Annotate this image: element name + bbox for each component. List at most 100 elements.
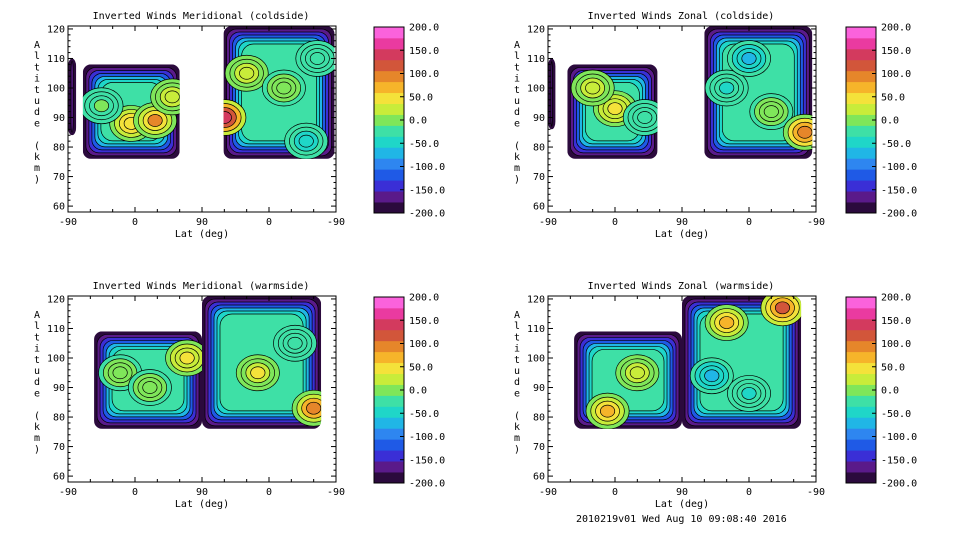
colorbar-swatch	[846, 384, 876, 396]
colorbar: 200.0 150.0 100.0 50.0 0.0 -50.0 -100.0 -150.0 -…	[845, 293, 917, 490]
colorbar-swatch	[374, 202, 404, 214]
colorbar-tick-label: -50.0	[409, 409, 439, 420]
data-region	[704, 26, 813, 159]
colorbar-tick-label: 100.0	[409, 69, 439, 80]
colorbar-swatch	[374, 191, 404, 203]
colorbar-tick-label: -100.0	[881, 162, 917, 173]
contour-ring	[70, 61, 74, 133]
colorbar-swatch	[846, 362, 876, 374]
colorbar-swatch	[374, 70, 404, 83]
colorbar-swatch	[846, 59, 876, 72]
colorbar-swatch	[846, 136, 876, 148]
y-tick-label: 80	[533, 143, 545, 154]
colorbar-tick-label: 50.0	[409, 362, 433, 373]
x-axis-label: Lat (deg)	[655, 499, 709, 510]
data-region	[68, 58, 77, 136]
data-region	[548, 58, 556, 130]
y-tick-label: 100	[527, 354, 545, 365]
colorbar-tick-label: 0.0	[881, 386, 899, 397]
colorbar-swatch	[374, 136, 404, 148]
colorbar-swatch	[846, 297, 876, 309]
data-region	[82, 64, 180, 159]
colorbar-tick-label: -100.0	[409, 162, 445, 173]
y-tick-label: 70	[533, 442, 545, 453]
colorbar-swatch	[846, 461, 876, 473]
chart-title: Inverted Winds Zonal (coldside)	[588, 11, 775, 22]
colorbar-swatch	[846, 406, 876, 418]
contour-feature	[179, 351, 195, 365]
x-tick-label: 0	[746, 217, 752, 228]
contour-feature	[93, 99, 110, 113]
x-axis-label: Lat (deg)	[175, 499, 229, 510]
contour-feature	[276, 81, 292, 95]
colorbar-swatch	[846, 125, 876, 137]
contour-feature	[112, 366, 128, 380]
y-tick-label: 120	[47, 294, 65, 305]
x-tick-label: -90	[539, 487, 557, 498]
y-tick-label: 90	[53, 383, 65, 394]
colorbar-swatch	[846, 351, 876, 364]
contour-feature	[629, 366, 645, 380]
contour-feature	[147, 114, 163, 127]
colorbar-swatch	[846, 158, 876, 170]
y-tick-label: 60	[53, 472, 65, 483]
colorbar-tick-label: 100.0	[881, 339, 911, 350]
contour-feature	[797, 125, 813, 139]
contour-feature	[142, 381, 158, 394]
colorbar-swatch	[846, 92, 876, 104]
y-tick-label: 110	[527, 324, 545, 335]
colorbar: 200.0 150.0 100.0 50.0 0.0 -50.0 -100.0 -150.0 -…	[373, 293, 445, 490]
colorbar-swatch	[374, 450, 404, 462]
colorbar-swatch	[846, 37, 876, 50]
colorbar-swatch	[846, 373, 876, 385]
colorbar-swatch	[846, 180, 876, 192]
colorbar-swatch	[846, 307, 876, 320]
colorbar-tick-label: 150.0	[881, 46, 911, 57]
colorbar-swatch	[374, 406, 404, 418]
contour-feature	[719, 316, 735, 329]
colorbar-swatch	[846, 329, 876, 342]
colorbar-swatch	[374, 428, 404, 440]
y-tick-label: 90	[533, 383, 545, 394]
x-tick-label: 0	[746, 487, 752, 498]
colorbar-swatch	[374, 180, 404, 192]
plot-area	[548, 26, 813, 159]
y-tick-label: 120	[527, 24, 545, 35]
colorbar-swatch	[846, 70, 876, 83]
colorbar-swatch	[374, 329, 404, 342]
plot-area	[574, 296, 802, 429]
colorbar: 200.0 150.0 100.0 50.0 0.0 -50.0 -100.0 -150.0 -…	[373, 23, 445, 220]
colorbar-swatch	[374, 384, 404, 396]
y-tick-label: 80	[53, 413, 65, 424]
colorbar-swatch	[374, 461, 404, 473]
chart-panel-2: -90 0 90 0 -90 60 70 80 90 100 110 120 Inverted Wind…	[514, 11, 917, 240]
x-axis-label: Lat (deg)	[655, 229, 709, 240]
data-region	[574, 331, 682, 429]
contour-feature	[637, 111, 653, 124]
colorbar-tick-label: -50.0	[881, 409, 911, 420]
chart-panel-4: -90 0 90 0 -90 60 70 80 90 100 110 120 Inverted Wind…	[514, 281, 917, 510]
colorbar-swatch	[846, 202, 876, 214]
colorbar-swatch	[374, 472, 404, 484]
colorbar-swatch	[374, 169, 404, 181]
plot-area	[68, 26, 335, 159]
x-tick-label: 0	[612, 217, 618, 228]
colorbar-swatch	[374, 340, 404, 353]
colorbar-tick-label: -100.0	[881, 432, 917, 443]
x-tick-label: 0	[266, 487, 272, 498]
y-tick-label: 70	[533, 172, 545, 183]
colorbar-swatch	[846, 191, 876, 203]
colorbar-tick-label: 200.0	[881, 293, 911, 304]
x-tick-label: -90	[327, 217, 345, 228]
colorbar-swatch	[374, 48, 404, 61]
colorbar-swatch	[846, 114, 876, 126]
contour-feature	[306, 401, 322, 415]
colorbar-tick-label: 100.0	[409, 339, 439, 350]
y-tick-label: 60	[533, 472, 545, 483]
contour-feature	[239, 66, 255, 80]
x-tick-label: -90	[807, 217, 825, 228]
chart-panel-1: -90 0 90 0 -90 60 70 80 90 100 110 120 Inverted Wind…	[34, 11, 445, 240]
colorbar-tick-label: -50.0	[881, 139, 911, 150]
